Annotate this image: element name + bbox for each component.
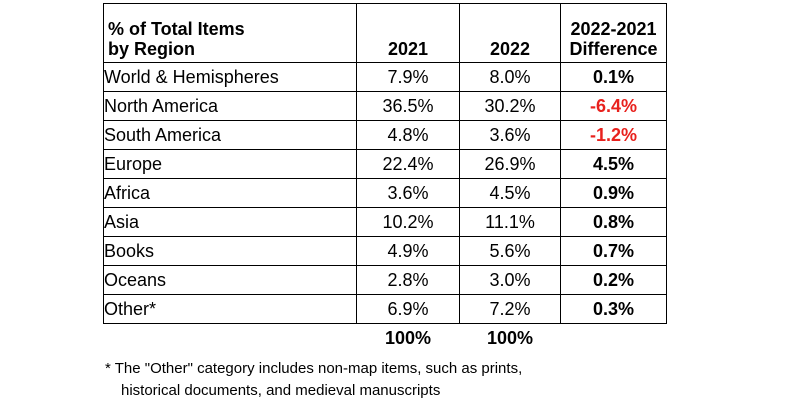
difference-cell: 0.7% [560, 236, 667, 266]
totals-diff-cell [561, 324, 667, 353]
value-2022-cell: 8.0% [459, 62, 561, 92]
totals-row: 100% 100% [104, 324, 667, 353]
header-2021: 2021 [356, 3, 460, 63]
table-body: World & Hemispheres 7.9% 8.0% 0.1% North Ame… [103, 62, 667, 324]
header-2022: 2022 [459, 3, 561, 63]
value-2021-cell: 22.4% [356, 149, 460, 179]
footnote-line2: historical documents, and medieval manus… [121, 382, 441, 399]
difference-cell: -6.4% [560, 91, 667, 121]
table-row: Oceans 2.8% 3.0% 0.2% [103, 265, 667, 295]
value-2021-cell: 4.9% [356, 236, 460, 266]
header-label-line2: by Region [108, 39, 196, 59]
table-row: Other* 6.9% 7.2% 0.3% [103, 294, 667, 324]
value-2021-cell: 2.8% [356, 265, 460, 295]
value-2021-cell: 4.8% [356, 120, 460, 150]
difference-cell: 0.8% [560, 207, 667, 237]
footnote: * The "Other" category includes non-map … [105, 358, 522, 402]
table-row: Europe 22.4% 26.9% 4.5% [103, 149, 667, 179]
region-cell: Other* [103, 294, 357, 324]
difference-cell: -1.2% [560, 120, 667, 150]
value-2022-cell: 7.2% [459, 294, 561, 324]
footnote-line1: * The "Other" category includes non-map … [105, 360, 523, 377]
table-row: South America 4.8% 3.6% -1.2% [103, 120, 667, 150]
total-2022: 100% [486, 328, 534, 348]
region-cell: Books [103, 236, 357, 266]
region-cell: North America [103, 91, 357, 121]
value-2022-cell: 11.1% [459, 207, 561, 237]
region-cell: Asia [103, 207, 357, 237]
value-2021-cell: 36.5% [356, 91, 460, 121]
region-cell: Oceans [103, 265, 357, 295]
header-label-line1: % of Total Items [108, 19, 245, 39]
region-cell: South America [103, 120, 357, 150]
header-region-label: % of Total Items by Region [103, 3, 357, 63]
difference-cell: 4.5% [560, 149, 667, 179]
region-cell: Europe [103, 149, 357, 179]
table-row: Africa 3.6% 4.5% 0.9% [103, 178, 667, 208]
totals-label-cell [104, 324, 357, 353]
table-row: Books 4.9% 5.6% 0.7% [103, 236, 667, 266]
header-difference: 2022-2021 Difference [560, 3, 667, 63]
value-2022-cell: 26.9% [459, 149, 561, 179]
table-row: Asia 10.2% 11.1% 0.8% [103, 207, 667, 237]
value-2021-cell: 10.2% [356, 207, 460, 237]
value-2022-cell: 30.2% [459, 91, 561, 121]
value-2021-cell: 6.9% [356, 294, 460, 324]
difference-cell: 0.3% [560, 294, 667, 324]
value-2022-cell: 5.6% [459, 236, 561, 266]
difference-cell: 0.2% [560, 265, 667, 295]
region-share-table: % of Total Items by Region 2021 2022 202… [103, 3, 667, 352]
header-diff-line1: 2022-2021 [570, 19, 657, 39]
table-header-row: % of Total Items by Region 2021 2022 202… [103, 3, 667, 63]
value-2022-cell: 3.0% [459, 265, 561, 295]
header-diff-line2: Difference [569, 39, 658, 59]
value-2022-cell: 4.5% [459, 178, 561, 208]
region-cell: World & Hemispheres [103, 62, 357, 92]
value-2022-cell: 3.6% [459, 120, 561, 150]
difference-cell: 0.1% [560, 62, 667, 92]
value-2021-cell: 7.9% [356, 62, 460, 92]
difference-cell: 0.9% [560, 178, 667, 208]
total-2021: 100% [384, 328, 432, 348]
region-cell: Africa [103, 178, 357, 208]
table-row: North America 36.5% 30.2% -6.4% [103, 91, 667, 121]
table-row: World & Hemispheres 7.9% 8.0% 0.1% [103, 62, 667, 92]
value-2021-cell: 3.6% [356, 178, 460, 208]
